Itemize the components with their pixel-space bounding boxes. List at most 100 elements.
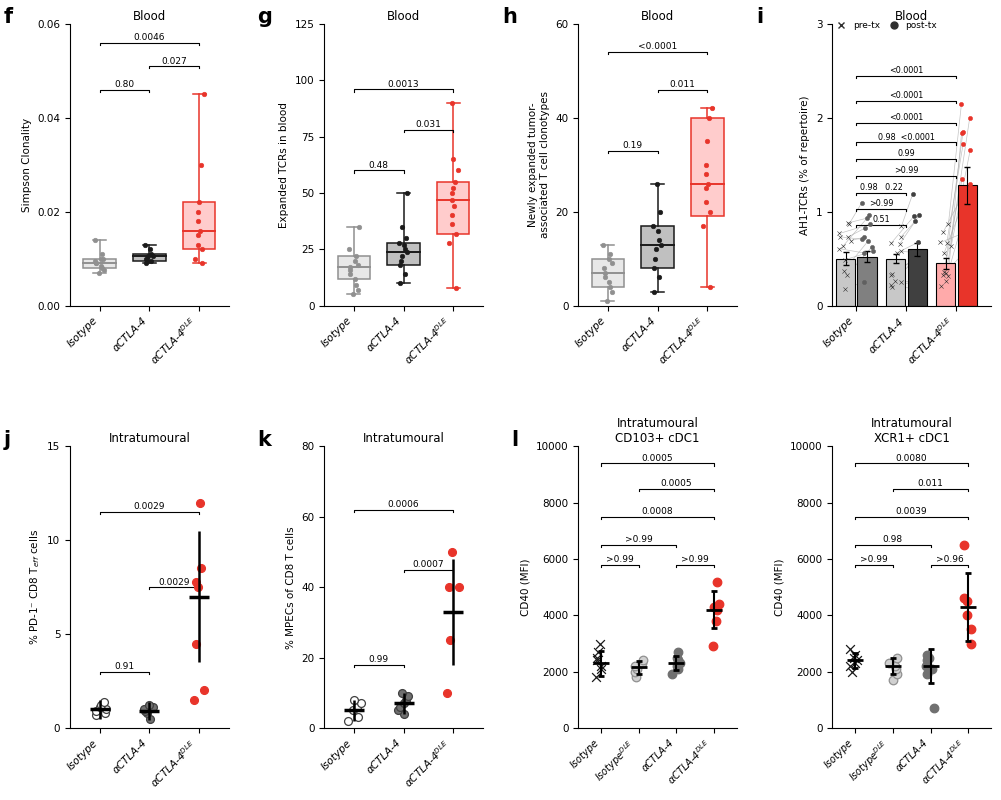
Point <box>955 138 971 150</box>
Point <box>907 252 923 265</box>
Bar <box>691 118 724 217</box>
Text: 0.0046: 0.0046 <box>134 33 165 42</box>
Point <box>190 214 206 227</box>
Point <box>443 209 459 222</box>
Point <box>87 254 103 267</box>
Bar <box>886 258 905 306</box>
Point <box>670 654 686 667</box>
Text: l: l <box>512 430 519 450</box>
Point <box>939 237 955 250</box>
Point <box>590 651 606 664</box>
Point <box>398 186 414 199</box>
Bar <box>133 254 166 261</box>
Bar <box>908 250 927 306</box>
Point <box>439 686 455 699</box>
Title: Intratumoural
XCR1+ cDC1: Intratumoural XCR1+ cDC1 <box>871 418 953 446</box>
Y-axis label: Expanded TCRs in blood: Expanded TCRs in blood <box>279 102 289 228</box>
Point <box>884 280 900 293</box>
Point <box>399 690 415 702</box>
Point <box>938 266 954 279</box>
Text: >0.96: >0.96 <box>936 555 963 564</box>
Point <box>696 219 712 232</box>
Point <box>894 220 910 233</box>
Text: >0.99: >0.99 <box>860 555 888 564</box>
Point <box>592 637 608 650</box>
Point <box>860 234 876 247</box>
Point <box>393 250 409 262</box>
Point <box>843 234 859 247</box>
Point <box>914 282 930 295</box>
Point <box>856 246 872 259</box>
Point <box>648 243 664 256</box>
Point <box>604 257 620 270</box>
Point <box>137 238 153 251</box>
Title: Blood: Blood <box>133 10 166 23</box>
Point <box>840 230 856 243</box>
Point <box>905 188 921 201</box>
Bar <box>83 258 116 268</box>
Point <box>894 245 910 258</box>
Point <box>912 276 928 289</box>
Point <box>909 274 925 287</box>
Point <box>590 646 606 658</box>
Point <box>885 674 901 686</box>
Y-axis label: Newly expanded tumor-
associated T cell clonotypes: Newly expanded tumor- associated T cell … <box>529 91 550 238</box>
Point <box>93 252 109 265</box>
Bar <box>436 182 469 234</box>
Point <box>444 546 460 558</box>
Point <box>88 705 104 718</box>
Text: 0.0006: 0.0006 <box>387 500 419 509</box>
Point <box>397 232 413 245</box>
Text: 0.99: 0.99 <box>368 655 388 664</box>
Point <box>344 288 360 301</box>
Point <box>835 240 851 253</box>
Point <box>883 268 899 281</box>
Text: 0.0029: 0.0029 <box>158 578 190 586</box>
Text: 0.99: 0.99 <box>897 150 915 158</box>
Point <box>350 283 366 296</box>
Point <box>349 701 365 714</box>
Point <box>98 703 114 716</box>
Point <box>905 254 921 267</box>
Point <box>887 274 903 287</box>
Point <box>956 209 972 222</box>
Text: f: f <box>3 7 12 27</box>
Point <box>389 704 405 717</box>
Point <box>856 231 872 244</box>
Point <box>142 712 158 725</box>
Text: 0.0039: 0.0039 <box>896 507 927 516</box>
Point <box>698 168 714 181</box>
Point <box>664 668 680 681</box>
Point <box>341 243 357 256</box>
Point <box>140 250 156 262</box>
Point <box>889 668 905 681</box>
Point <box>839 268 855 281</box>
Point <box>935 269 951 282</box>
Point <box>954 126 970 139</box>
Point <box>597 266 613 279</box>
Text: >0.99: >0.99 <box>606 555 634 564</box>
Title: Blood: Blood <box>895 10 928 23</box>
Point <box>588 671 604 684</box>
Point <box>348 250 364 262</box>
Text: 0.027: 0.027 <box>161 57 187 66</box>
Point <box>892 238 908 250</box>
Bar <box>183 202 215 250</box>
Y-axis label: % MPECs of CD8 T cells: % MPECs of CD8 T cells <box>285 526 295 649</box>
Text: 0.031: 0.031 <box>415 120 441 130</box>
Point <box>865 245 881 258</box>
Point <box>140 699 156 712</box>
Point <box>189 238 205 251</box>
Point <box>190 581 206 594</box>
Point <box>88 709 104 722</box>
Text: 0.51: 0.51 <box>872 215 890 224</box>
Text: <0.0001: <0.0001 <box>638 42 678 51</box>
Point <box>698 196 714 209</box>
Point <box>862 209 878 222</box>
Point <box>341 261 357 274</box>
Point <box>348 279 364 292</box>
Text: >0.99: >0.99 <box>682 555 710 564</box>
Point <box>635 654 651 667</box>
Point <box>963 623 979 636</box>
Point <box>396 238 412 251</box>
